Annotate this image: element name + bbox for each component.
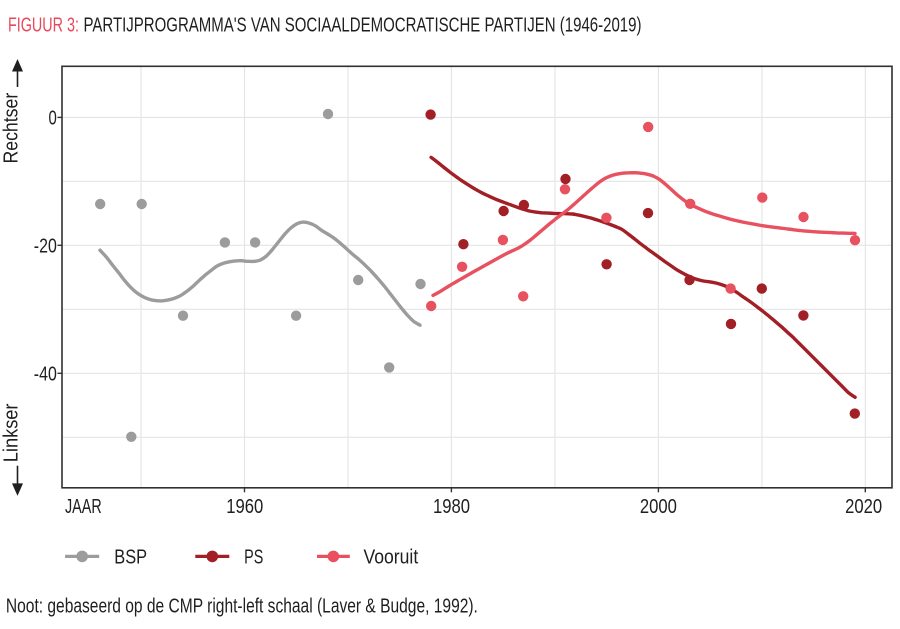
svg-text:PS: PS [244,546,263,569]
svg-text:Linkser: Linkser [0,403,23,462]
svg-text:JAAR: JAAR [65,495,102,518]
svg-text:BSP: BSP [114,546,147,569]
svg-text:2000: 2000 [640,495,677,518]
svg-text:0: 0 [49,106,57,129]
svg-text:Rechtser: Rechtser [0,93,23,164]
svg-text:Noot: gebaseerd op de CMP righ: Noot: gebaseerd op de CMP right-left sch… [6,594,478,617]
svg-text:-40: -40 [34,362,57,385]
svg-text:1960: 1960 [226,495,263,518]
svg-text:-20: -20 [34,234,57,257]
svg-text:2020: 2020 [845,495,882,518]
svg-text:FIGUUR 3:: FIGUUR 3: [8,14,79,37]
svg-text:1980: 1980 [433,495,470,518]
svg-text:PARTIJPROGRAMMA'S VAN SOCIAALD: PARTIJPROGRAMMA'S VAN SOCIAALDEMOCRATISC… [84,14,642,37]
svg-text:Vooruit: Vooruit [364,546,419,569]
